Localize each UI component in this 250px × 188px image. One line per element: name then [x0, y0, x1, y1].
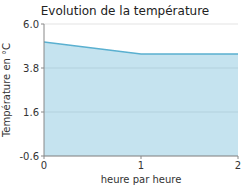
tick-label: 2 [235, 160, 241, 171]
y-axis: -0.6 1.6 3.8 6.0 [19, 19, 238, 162]
grid-line [44, 24, 238, 25]
tick-label: 6.0 [23, 19, 39, 30]
line [44, 42, 238, 54]
tick-label: 1 [138, 160, 144, 171]
title: Evolution de la température [41, 4, 210, 18]
tick-label: 1.6 [23, 107, 39, 118]
plot-area [44, 42, 238, 156]
chart: -0.6 1.6 3.8 6.0 0 1 2 Evolution de la températ… [0, 0, 250, 188]
y-axis-line [44, 24, 45, 156]
tick-label: -0.6 [19, 151, 39, 162]
area [44, 42, 238, 156]
x-axis-label: heure par heure [101, 174, 182, 185]
tick-mark [238, 156, 239, 159]
x-axis: 0 1 2 [41, 156, 241, 171]
y-axis-label: Température en °C [1, 43, 12, 138]
tick-label: 3.8 [23, 63, 39, 74]
tick-label: 0 [41, 160, 47, 171]
tick-mark [141, 156, 142, 159]
tick-mark [44, 156, 45, 159]
